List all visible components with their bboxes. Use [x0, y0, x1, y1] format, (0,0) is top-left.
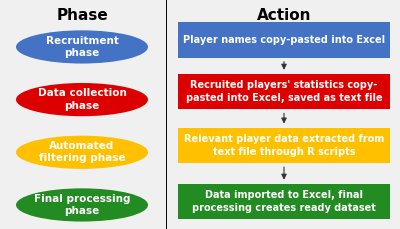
Text: Action: Action: [257, 8, 311, 23]
FancyBboxPatch shape: [178, 22, 390, 58]
FancyBboxPatch shape: [178, 74, 390, 109]
Text: Phase: Phase: [56, 8, 108, 23]
FancyBboxPatch shape: [178, 128, 390, 163]
Ellipse shape: [16, 83, 148, 116]
Ellipse shape: [16, 30, 148, 63]
Text: Relevant player data extracted from
text file through R scripts: Relevant player data extracted from text…: [184, 134, 384, 157]
Text: Recruited players' statistics copy-
pasted into Excel, saved as text file: Recruited players' statistics copy- past…: [186, 80, 382, 103]
Text: Automated
filtering phase: Automated filtering phase: [39, 141, 125, 164]
Text: Recruitment
phase: Recruitment phase: [46, 36, 118, 58]
Text: Final processing
phase: Final processing phase: [34, 194, 130, 216]
Text: Data collection
phase: Data collection phase: [38, 88, 126, 111]
Text: Data imported to Excel, final
processing creates ready dataset: Data imported to Excel, final processing…: [192, 190, 376, 213]
Text: Player names copy-pasted into Excel: Player names copy-pasted into Excel: [183, 35, 385, 45]
Ellipse shape: [16, 188, 148, 222]
FancyBboxPatch shape: [178, 184, 390, 219]
Ellipse shape: [16, 136, 148, 169]
